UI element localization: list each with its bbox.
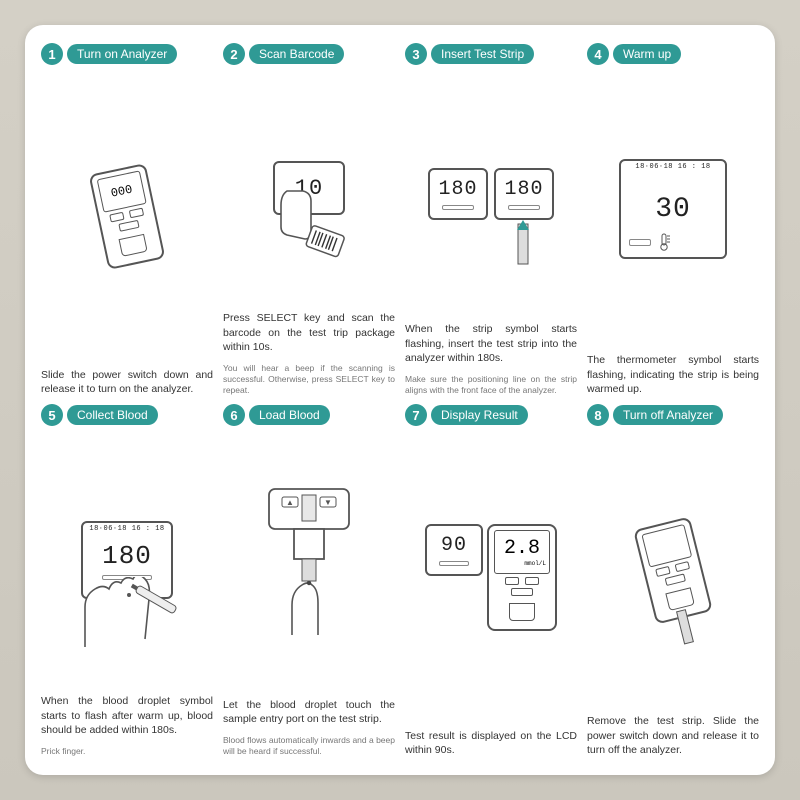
- step-1: 1 Turn on Analyzer 000 Slide the power s…: [41, 43, 213, 396]
- step-note: Prick finger.: [41, 746, 213, 757]
- step-6-illustration: ▲ ▼: [223, 432, 395, 692]
- step-number: 8: [587, 404, 609, 426]
- lcd-value: 30: [655, 194, 691, 225]
- step-3: 3 Insert Test Strip 180 180 When the str…: [405, 43, 577, 396]
- analyzer-result-icon: 2.8 mmol/L: [487, 524, 557, 631]
- step-2: 2 Scan Barcode 10 Press SELECT key and s…: [223, 43, 395, 396]
- svg-text:▼: ▼: [324, 498, 332, 507]
- step-7-illustration: 90 2.8 mmol/L: [405, 432, 577, 723]
- insert-strip-arrow-icon: [510, 216, 540, 276]
- step-number: 3: [405, 43, 427, 65]
- step-number: 1: [41, 43, 63, 65]
- step-note: Make sure the positioning line on the st…: [405, 374, 577, 396]
- step-8-illustration: [587, 432, 759, 708]
- step-5: 5 Collect Blood 18·06·18 16 : 18 180 Whe…: [41, 404, 213, 757]
- step-6: 6 Load Blood ▲ ▼ Let the blood droplet t…: [223, 404, 395, 757]
- device-screen: 000: [97, 170, 147, 212]
- step-title: Warm up: [613, 44, 681, 64]
- lcd-countdown: 90: [441, 534, 467, 557]
- step-title: Turn on Analyzer: [67, 44, 177, 64]
- step-number: 6: [223, 404, 245, 426]
- blood-drop-icon: [127, 593, 131, 597]
- step-title: Load Blood: [249, 405, 330, 425]
- step-title: Insert Test Strip: [431, 44, 534, 64]
- instruction-card: 1 Turn on Analyzer 000 Slide the power s…: [25, 25, 775, 775]
- svg-text:▲: ▲: [286, 498, 294, 507]
- analyzer-off-icon: [633, 516, 713, 624]
- step-title: Turn off Analyzer: [613, 405, 723, 425]
- step-description: Let the blood droplet touch the sample e…: [223, 698, 395, 726]
- analyzer-device-icon: 000: [89, 163, 166, 270]
- hand-barcode-icon: [265, 189, 355, 259]
- step-8: 8 Turn off Analyzer Remove the test stri…: [587, 404, 759, 757]
- step-number: 4: [587, 43, 609, 65]
- step-title: Collect Blood: [67, 405, 158, 425]
- result-unit: mmol/L: [524, 560, 546, 567]
- step-title: Scan Barcode: [249, 44, 344, 64]
- prick-finger-icon: [77, 577, 187, 657]
- step-number: 2: [223, 43, 245, 65]
- step-1-illustration: 000: [41, 71, 213, 362]
- step-note: Blood flows automatically inwards and a …: [223, 735, 395, 757]
- thermometer-icon: [657, 233, 671, 251]
- step-description: When the strip symbol starts flashing, i…: [405, 322, 577, 365]
- load-blood-icon: ▲ ▼: [244, 487, 374, 637]
- step-number: 7: [405, 404, 427, 426]
- step-description: The thermometer symbol starts flashing, …: [587, 353, 759, 396]
- step-7: 7 Display Result 90 2.8 mmol/L Test resu…: [405, 404, 577, 757]
- step-4: 4 Warm up 18·06·18 16 : 18 30 The thermo…: [587, 43, 759, 396]
- lcd-value-b: 180: [504, 178, 543, 201]
- lcd-value: 180: [438, 178, 477, 201]
- lcd-value: 180: [102, 541, 152, 571]
- step-description: Remove the test strip. Slide the power s…: [587, 714, 759, 757]
- step-2-illustration: 10: [223, 71, 395, 305]
- step-title: Display Result: [431, 405, 528, 425]
- step-description: Press SELECT key and scan the barcode on…: [223, 311, 395, 354]
- step-note: You will hear a beep if the scanning is …: [223, 363, 395, 396]
- step-description: Slide the power switch down and release …: [41, 368, 213, 396]
- step-5-illustration: 18·06·18 16 : 18 180: [41, 432, 213, 688]
- result-value: 2.8: [504, 537, 540, 560]
- lcd-date: 18·06·18 16 : 18: [635, 163, 710, 171]
- lcd-date: 18·06·18 16 : 18: [89, 525, 164, 533]
- step-number: 5: [41, 404, 63, 426]
- step-description: Test result is displayed on the LCD with…: [405, 729, 577, 757]
- step-4-illustration: 18·06·18 16 : 18 30: [587, 71, 759, 347]
- step-description: When the blood droplet symbol starts to …: [41, 694, 213, 737]
- step-3-illustration: 180 180: [405, 71, 577, 316]
